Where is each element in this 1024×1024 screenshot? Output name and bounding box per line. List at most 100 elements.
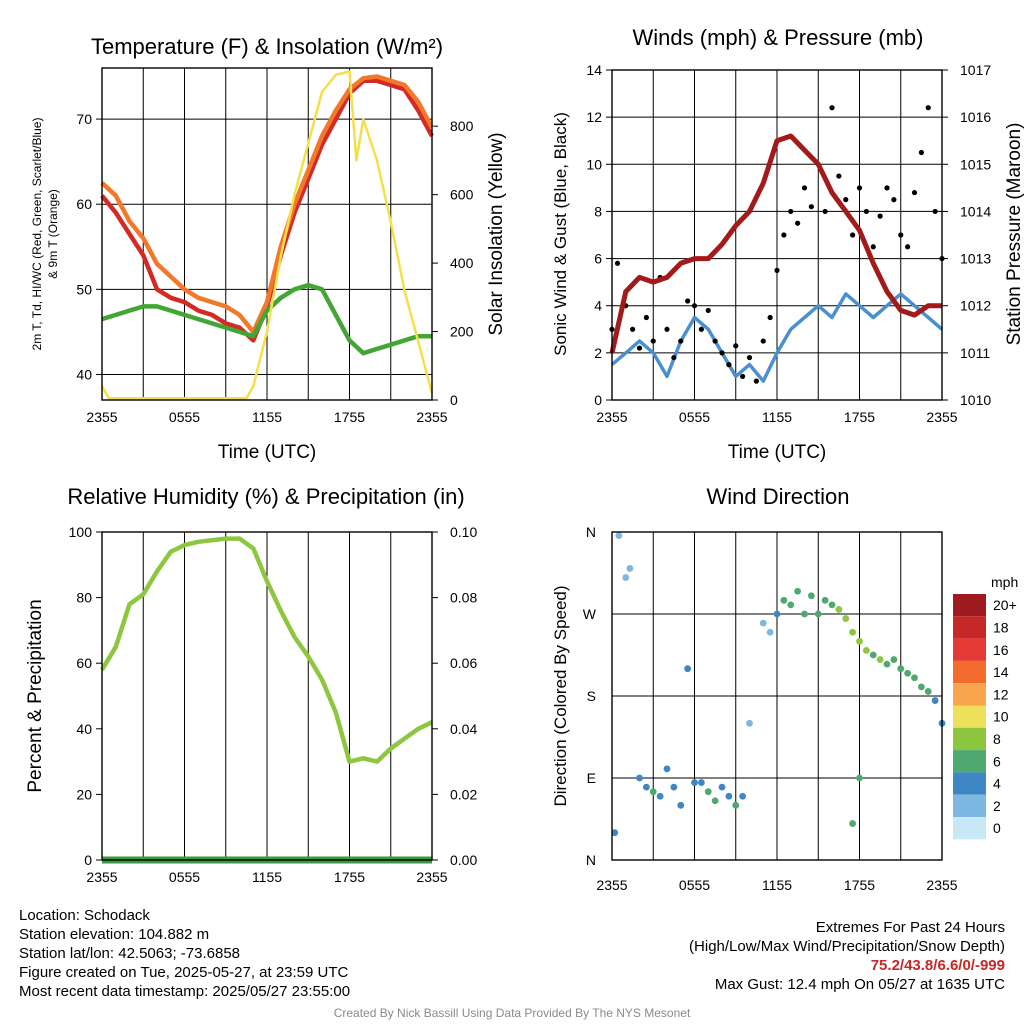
temperature-ylabel-left-1: 2m T, Td, HI/WC (Red, Green, Scarlet/Blu… bbox=[30, 118, 44, 351]
gust-point bbox=[685, 298, 691, 304]
colorbar-swatch bbox=[953, 794, 986, 817]
colorbar-swatch bbox=[953, 660, 986, 684]
direction-point bbox=[739, 792, 747, 800]
gust-point bbox=[829, 105, 835, 111]
gust-point bbox=[850, 232, 856, 238]
direction-point bbox=[911, 674, 918, 682]
colorbar-label: 2 bbox=[993, 798, 1001, 814]
humidity-panel: Relative Humidity (%) & Precipitation (i… bbox=[25, 484, 477, 885]
y-tick-label-left: 70 bbox=[76, 111, 92, 127]
direction-point bbox=[842, 615, 850, 622]
y-tick-label-right: 1010 bbox=[960, 392, 991, 408]
gust-point bbox=[650, 338, 656, 344]
y-tick-label-right: 1016 bbox=[960, 109, 991, 125]
y-tick-label-left: 8 bbox=[594, 203, 602, 219]
y-tick-label: W bbox=[583, 606, 597, 622]
direction-point bbox=[670, 783, 678, 791]
colorbar-label: 12 bbox=[993, 686, 1009, 702]
y-tick-label-left: 6 bbox=[594, 251, 602, 267]
direction-point bbox=[883, 660, 891, 668]
latlon-text: Station lat/lon: 42.5063; -73.6858 bbox=[19, 945, 241, 962]
gust-point bbox=[636, 345, 643, 351]
y-tick-label-right: 1014 bbox=[960, 203, 991, 219]
humidity-line bbox=[100, 536, 433, 764]
direction-point bbox=[924, 688, 932, 695]
colorbar-swatch bbox=[953, 750, 986, 773]
y-tick-label-right: 800 bbox=[450, 118, 474, 134]
wind-xlabel: Time (UTC) bbox=[728, 442, 827, 463]
created-text: Figure created on Tue, 2025-05-27, at 23… bbox=[19, 964, 349, 981]
gust-point bbox=[767, 314, 773, 321]
gust-point bbox=[911, 189, 918, 196]
gust-point bbox=[856, 185, 863, 191]
direction-point bbox=[814, 610, 822, 618]
gust-point bbox=[822, 208, 828, 215]
colorbar-label: 20+ bbox=[993, 597, 1017, 613]
gust-point bbox=[788, 208, 794, 215]
y-tick-label-right: 1015 bbox=[960, 156, 991, 172]
y-tick-label-left: 12 bbox=[586, 109, 602, 125]
gust-point bbox=[918, 149, 924, 156]
direction-point bbox=[725, 792, 733, 800]
y-tick-label-right: 0 bbox=[450, 392, 458, 408]
temperature-ylabel-left-2: & 9m T (Orange) bbox=[46, 189, 60, 279]
x-tick-label: 1755 bbox=[334, 869, 365, 885]
direction-point bbox=[615, 532, 623, 540]
direction-point bbox=[691, 779, 698, 786]
y-tick-label-right: 1011 bbox=[960, 345, 990, 361]
y-tick-label-right: 600 bbox=[450, 187, 474, 203]
y-tick-label-right: 0.00 bbox=[450, 852, 477, 868]
y-tick-label-right: 200 bbox=[450, 324, 474, 340]
colorbar-label: 10 bbox=[993, 709, 1009, 725]
direction-point bbox=[711, 797, 719, 805]
x-tick-label: 2355 bbox=[416, 869, 447, 885]
gust-point bbox=[774, 267, 780, 273]
y-tick-label-left: 2 bbox=[594, 345, 602, 361]
credit-text: Created By Nick Bassill Using Data Provi… bbox=[333, 1006, 691, 1020]
direction-point bbox=[917, 683, 925, 691]
y-tick-label-left: 4 bbox=[594, 298, 602, 314]
gust-point bbox=[760, 338, 766, 344]
gust-point bbox=[733, 343, 739, 349]
gust-point bbox=[843, 197, 849, 203]
extremes-heading: Extremes For Past 24 Hours bbox=[815, 919, 1005, 936]
direction-point bbox=[787, 601, 795, 609]
gust-point bbox=[726, 362, 732, 368]
direction-point bbox=[746, 719, 753, 727]
y-tick-label-left: 60 bbox=[76, 196, 92, 212]
y-tick-label-left: 0 bbox=[594, 392, 602, 408]
y-tick-label-left: 14 bbox=[586, 62, 602, 78]
colorbar-swatch bbox=[953, 638, 986, 661]
colorbar-swatch bbox=[953, 594, 986, 617]
colorbar-swatch bbox=[953, 683, 986, 706]
direction-ylabel-left: Direction (Colored By Speed) bbox=[551, 585, 570, 806]
direction-point bbox=[622, 574, 630, 581]
colorbar-label: 0 bbox=[993, 820, 1001, 836]
direction-point bbox=[862, 647, 870, 654]
colorbar-label: 6 bbox=[993, 753, 1001, 769]
direction-point bbox=[897, 665, 905, 673]
y-tick-label-right: 0.10 bbox=[450, 524, 477, 540]
series-line bbox=[100, 74, 434, 335]
colorbar-label: 8 bbox=[993, 731, 1001, 747]
colorbar-label: 18 bbox=[993, 619, 1009, 635]
gust-point bbox=[808, 204, 814, 210]
x-tick-label: 1155 bbox=[762, 409, 792, 425]
gust-point bbox=[795, 220, 801, 226]
gust-point bbox=[801, 185, 808, 191]
wind-panel: Winds (mph) & Pressure (mb) 024681012141… bbox=[551, 25, 1024, 463]
gust-point bbox=[877, 213, 883, 219]
x-tick-label: 2355 bbox=[86, 869, 117, 885]
gust-point bbox=[664, 326, 670, 332]
y-tick-label-left: 0 bbox=[84, 852, 92, 868]
wind-title: Winds (mph) & Pressure (mb) bbox=[633, 25, 924, 50]
direction-point bbox=[828, 601, 836, 609]
speed-colorbar: 20+ 18 16 14 12 10 8 6 4 2 0 bbox=[953, 594, 1017, 840]
x-tick-label: 2355 bbox=[926, 877, 957, 893]
gust-point bbox=[884, 185, 890, 191]
x-tick-label: 0555 bbox=[679, 409, 710, 425]
pressure-line bbox=[609, 133, 942, 354]
humidity-title: Relative Humidity (%) & Precipitation (i… bbox=[67, 484, 464, 509]
y-tick-label: S bbox=[587, 688, 596, 704]
gust-point bbox=[678, 338, 684, 344]
